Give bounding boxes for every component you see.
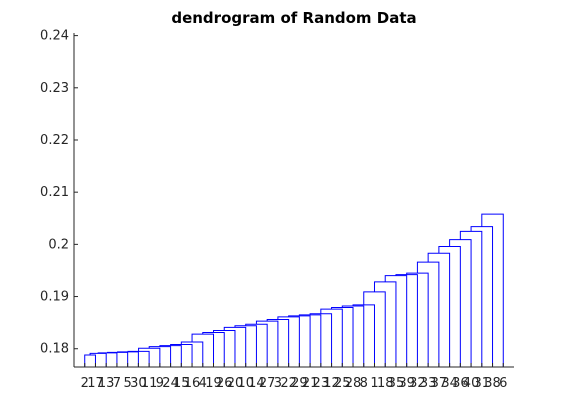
x-tick-label: 23 bbox=[313, 376, 330, 391]
dendrogram-link bbox=[309, 313, 333, 367]
dendrogram-link bbox=[97, 352, 118, 367]
x-tick-label: 28 bbox=[345, 376, 362, 391]
x-tick-label: 36 bbox=[452, 376, 469, 391]
x-tick-label: 4 bbox=[199, 376, 207, 391]
x-tick-label: 3 bbox=[274, 376, 282, 391]
x-tick-label: 33 bbox=[420, 376, 437, 391]
x-tick-label: 5 bbox=[124, 376, 132, 391]
x-tick-label: 37 bbox=[431, 376, 448, 391]
dendrogram-link bbox=[84, 354, 96, 367]
dendrogram-link bbox=[117, 351, 139, 367]
x-tick-label: 34 bbox=[441, 376, 458, 391]
x-tick-label: 26 bbox=[216, 376, 233, 391]
y-tick-label: 0.18 bbox=[40, 342, 69, 357]
dendrogram-link bbox=[320, 308, 343, 367]
x-tick-label: 20 bbox=[227, 376, 244, 391]
x-tick-label: 10 bbox=[237, 376, 254, 391]
x-tick-label: 21 bbox=[302, 376, 319, 391]
dendrogram-link bbox=[384, 275, 408, 367]
x-tick-label: 8 bbox=[360, 376, 368, 391]
x-tick-label: 27 bbox=[259, 376, 276, 391]
x-tick-label: 24 bbox=[162, 376, 179, 391]
x-tick-label: 16 bbox=[184, 376, 201, 391]
x-tick-label: 14 bbox=[248, 376, 265, 391]
x-tick-label: 39 bbox=[398, 376, 415, 391]
dendrogram-link bbox=[191, 333, 215, 367]
dendrogram-link bbox=[449, 239, 472, 367]
dendrogram-link bbox=[481, 213, 504, 367]
x-tick-label: 19 bbox=[205, 376, 222, 391]
x-tick-label: 18 bbox=[377, 376, 394, 391]
dendrogram-links bbox=[84, 213, 504, 367]
y-tick-label: 0.22 bbox=[40, 133, 69, 148]
dendrogram-link bbox=[352, 304, 375, 367]
x-tick-label: 35 bbox=[388, 376, 405, 391]
x-tick-label: 15 bbox=[173, 376, 190, 391]
dendrogram-link bbox=[298, 314, 322, 367]
dendrogram-link bbox=[341, 305, 365, 367]
y-tick-label: 0.23 bbox=[40, 81, 69, 96]
dendrogram-link bbox=[406, 272, 429, 367]
x-tick-label: 30 bbox=[130, 376, 147, 391]
x-tick-label: 25 bbox=[334, 376, 351, 391]
x-tick-label: 17 bbox=[87, 376, 104, 391]
y-tick-label: 0.24 bbox=[40, 29, 69, 44]
dendrogram-link bbox=[127, 350, 150, 367]
y-axis: 0.18 0.19 0.2 0.21 0.22 0.23 0.24 bbox=[40, 29, 78, 367]
dendrogram-link bbox=[459, 230, 483, 367]
dendrogram-link bbox=[213, 329, 236, 367]
x-tick-label: 11 bbox=[141, 376, 158, 391]
x-tick-label: 12 bbox=[323, 376, 340, 391]
x-tick-label: 13 bbox=[98, 376, 115, 391]
x-tick-label: 6 bbox=[499, 376, 507, 391]
x-tick-label: 1 bbox=[370, 376, 378, 391]
x-tick-label: 38 bbox=[484, 376, 501, 391]
x-tick-label: 40 bbox=[463, 376, 480, 391]
dendrogram-link bbox=[148, 346, 172, 367]
dendrogram-link bbox=[234, 325, 257, 367]
x-tick-label: 29 bbox=[291, 376, 308, 391]
dendrogram-link bbox=[438, 245, 461, 367]
y-tick-label: 0.19 bbox=[40, 290, 69, 305]
y-tick-label: 0.2 bbox=[48, 237, 69, 252]
x-tick-label: 22 bbox=[280, 376, 297, 391]
x-tick-label: 9 bbox=[156, 376, 164, 391]
dendrogram-link bbox=[107, 351, 129, 367]
x-tick-label: 32 bbox=[409, 376, 426, 391]
x-tick-label: 7 bbox=[113, 376, 121, 391]
x-tick-label: 31 bbox=[474, 376, 491, 391]
dendrogram-link bbox=[470, 226, 494, 367]
y-tick-label: 0.21 bbox=[40, 185, 69, 200]
chart-title: dendrogram of Random Data bbox=[171, 9, 416, 27]
x-tick-label: 2 bbox=[81, 376, 89, 391]
